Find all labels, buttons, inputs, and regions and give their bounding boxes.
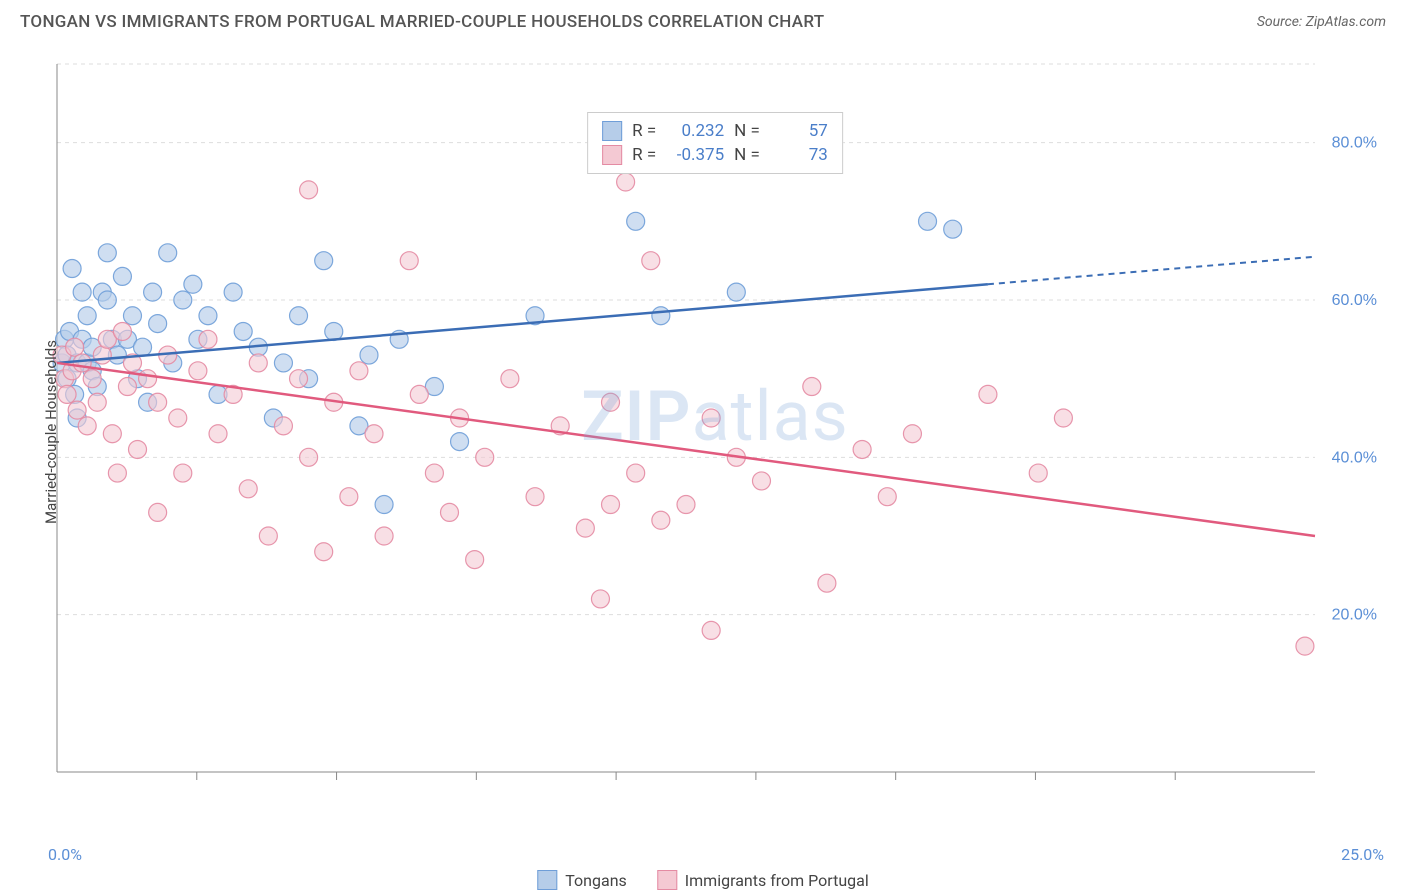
x-tick-min: 0.0% xyxy=(48,845,82,864)
legend-swatch-tongans xyxy=(537,870,557,890)
x-tick-max: 25.0% xyxy=(1341,845,1384,864)
svg-text:80.0%: 80.0% xyxy=(1332,135,1377,152)
source-label: Source: ZipAtlas.com xyxy=(1257,14,1386,30)
stats-row-portugal: R = -0.375 N = 73 xyxy=(602,143,828,167)
legend-swatch-portugal xyxy=(657,870,677,890)
legend-label-tongans: Tongans xyxy=(565,871,627,890)
swatch-portugal xyxy=(602,145,622,165)
svg-text:40.0%: 40.0% xyxy=(1332,449,1377,466)
n-value-tongans: 57 xyxy=(770,121,828,141)
legend-item-portugal: Immigrants from Portugal xyxy=(657,870,869,890)
stats-row-tongans: R = 0.232 N = 57 xyxy=(602,119,828,143)
legend-item-tongans: Tongans xyxy=(537,870,627,890)
n-value-portugal: 73 xyxy=(770,145,828,165)
r-value-tongans: 0.232 xyxy=(666,121,724,141)
r-value-portugal: -0.375 xyxy=(666,145,724,165)
bottom-legend: Tongans Immigrants from Portugal xyxy=(537,870,868,890)
title-bar: TONGAN VS IMMIGRANTS FROM PORTUGAL MARRI… xyxy=(0,0,1406,40)
swatch-tongans xyxy=(602,121,622,141)
chart-area: Married-couple Households 20.0% 40.0% 60.0… xyxy=(45,52,1385,812)
y-axis-label: Married-couple Households xyxy=(42,340,60,524)
legend-label-portugal: Immigrants from Portugal xyxy=(685,871,869,890)
stats-legend: R = 0.232 N = 57 R = -0.375 N = 73 xyxy=(587,112,843,174)
svg-text:60.0%: 60.0% xyxy=(1332,292,1377,309)
svg-text:20.0%: 20.0% xyxy=(1332,607,1377,624)
chart-title: TONGAN VS IMMIGRANTS FROM PORTUGAL MARRI… xyxy=(20,12,824,32)
